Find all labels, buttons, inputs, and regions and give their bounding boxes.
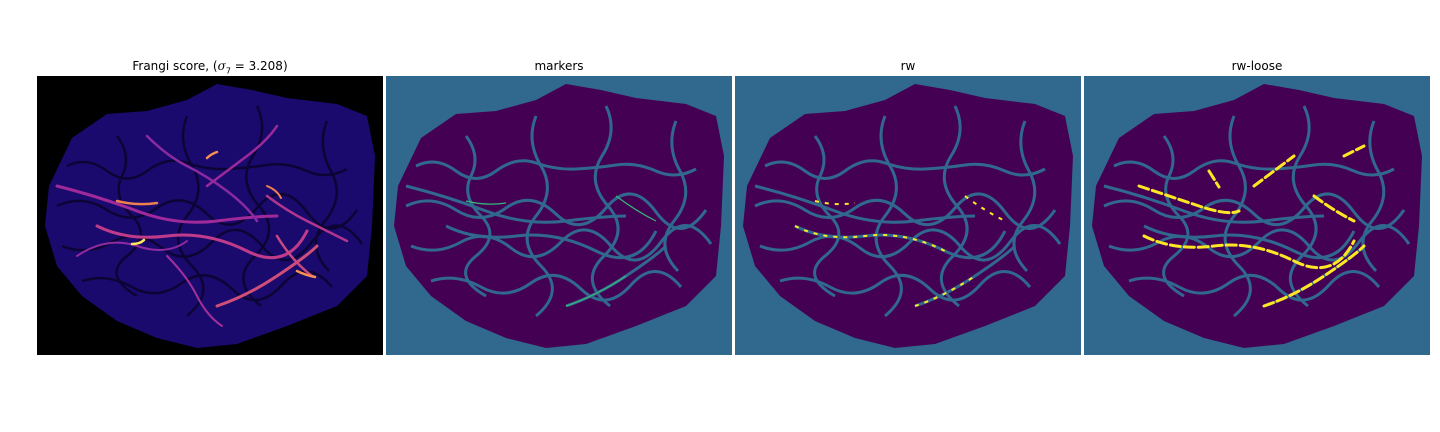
rw-image xyxy=(735,76,1081,355)
markers-image xyxy=(386,76,732,355)
frangi-score-image xyxy=(37,76,383,355)
frangi-panel-title: Frangi score, (σ7 = 3.208) xyxy=(132,59,288,76)
markers-panel-title: markers xyxy=(534,59,584,73)
frangi-svg xyxy=(37,76,383,355)
rw-loose-svg xyxy=(1084,76,1430,355)
rw-loose-panel-title: rw-loose xyxy=(1231,59,1283,73)
rw-svg xyxy=(735,76,1081,355)
rw-loose-image xyxy=(1084,76,1430,355)
markers-svg xyxy=(386,76,732,355)
rw-panel-title: rw xyxy=(900,59,916,73)
